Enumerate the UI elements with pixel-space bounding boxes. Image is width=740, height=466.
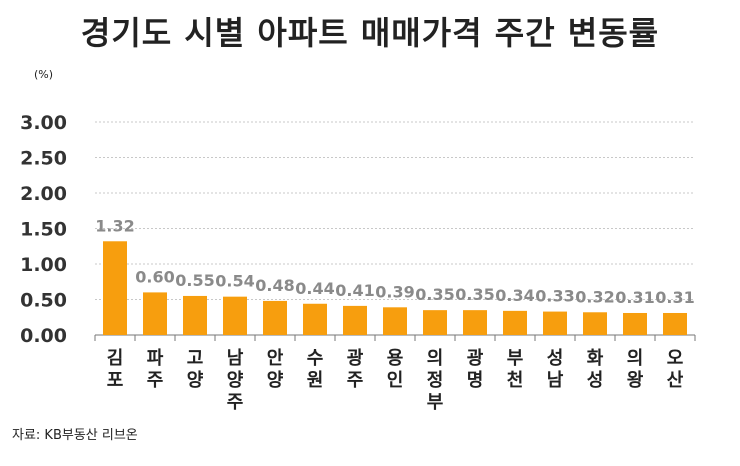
y-tick-label: 0.50: [20, 290, 67, 312]
y-tick-label: 2.00: [20, 183, 67, 205]
bar: [583, 312, 607, 335]
y-tick-label: 2.50: [20, 148, 67, 170]
y-axis-unit: (%): [34, 68, 54, 81]
bar: [103, 241, 127, 335]
bar: [663, 312, 687, 335]
data-label: 0.39: [375, 282, 414, 301]
source-note: 자료: KB부동산 리브온: [12, 428, 138, 443]
y-tick-label: 1.00: [20, 254, 67, 276]
data-label: 0.33: [535, 287, 574, 306]
data-label: 0.44: [295, 279, 334, 298]
data-label: 0.31: [655, 288, 694, 307]
bar: [263, 300, 287, 335]
bar: [543, 311, 567, 335]
data-label: 0.32: [575, 287, 614, 306]
data-label: 0.35: [415, 285, 454, 304]
chart-title: 경기도 시별 아파트 매매가격 주간 변동률: [80, 14, 660, 52]
data-label: 0.60: [135, 267, 174, 286]
bar: [423, 310, 447, 335]
data-label: 1.32: [95, 216, 134, 235]
data-label: 0.41: [335, 281, 374, 300]
bar: [303, 303, 327, 335]
data-label: 0.48: [255, 276, 294, 295]
data-label: 0.31: [615, 288, 654, 307]
bar: [463, 310, 487, 335]
data-label: 0.54: [215, 272, 254, 291]
bar: [383, 307, 407, 335]
y-tick-labels: 0.00 0.50 1.00 1.50 2.00 2.50 3.00: [20, 112, 67, 347]
data-label: 0.34: [495, 286, 534, 305]
bar: [143, 292, 167, 335]
bar: [623, 312, 647, 335]
bar: [183, 295, 207, 335]
data-labels: 1.320.60 0.55 0.54 0.48 0.44 0.41 0.39 0.35 0.35…: [95, 216, 694, 307]
data-label: 0.55: [175, 271, 214, 290]
bar: [343, 305, 367, 335]
bars: [103, 241, 687, 335]
y-tick-label: 3.00: [20, 112, 67, 134]
bar: [223, 296, 247, 335]
data-label: 0.35: [455, 285, 494, 304]
bar: [503, 310, 527, 335]
y-tick-label: 0.00: [20, 325, 67, 347]
y-tick-label: 1.50: [20, 219, 67, 241]
x-tick-labels: 김 포 파 주 고 양 남 양 주 안 양 수 원 광 주 용 인 의 정 부 광 명 부 천 성 남 화 성 의 왕 오 산: [107, 348, 684, 413]
